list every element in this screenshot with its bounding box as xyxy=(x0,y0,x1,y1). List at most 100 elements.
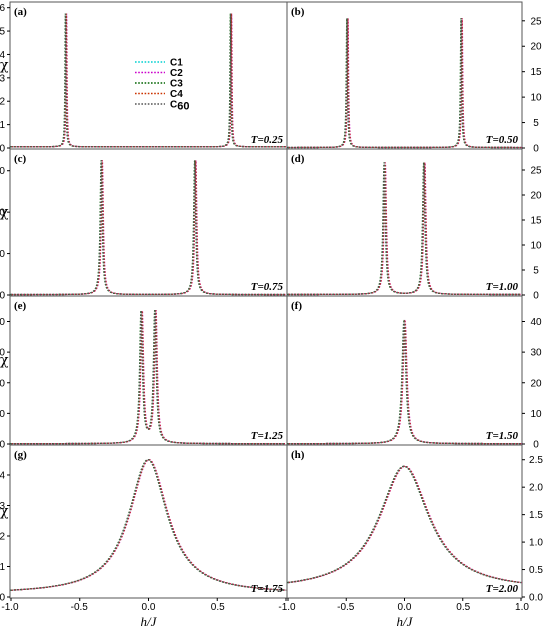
y-tick-label: 5 xyxy=(0,27,5,38)
series-line-c3 xyxy=(287,465,521,584)
legend-label: C3 xyxy=(170,79,183,90)
series-line-c2 xyxy=(288,465,522,584)
y-tick-label: 30 xyxy=(0,348,5,359)
series-line-c3 xyxy=(10,459,286,591)
y-tick-label: 10 xyxy=(530,93,542,104)
legend-label: C1 xyxy=(170,58,183,69)
temperature-label: T=1.25 xyxy=(251,430,284,442)
y-tick-label: 4 xyxy=(0,470,5,481)
y-tick-label: 20 xyxy=(530,191,542,202)
series-line-c3 xyxy=(287,319,521,445)
series-line-c1 xyxy=(10,459,287,591)
y-tick-label: 25 xyxy=(530,16,542,27)
panel-label: (b) xyxy=(291,6,305,18)
series-line-c60 xyxy=(287,319,521,445)
y-tick-label: 2.0 xyxy=(529,483,543,494)
temperature-label: T=1.50 xyxy=(486,430,519,442)
panel-label: (d) xyxy=(291,153,305,165)
temperature-label: T=1.75 xyxy=(251,583,284,595)
y-tick-label: 0 xyxy=(533,440,539,451)
temperature-label: T=0.50 xyxy=(486,134,519,146)
y-tick-label: 5 xyxy=(533,118,539,129)
y-tick-label: 1 xyxy=(0,120,5,131)
x-tick-label: 0.5 xyxy=(456,602,470,613)
y-tick-label: 0 xyxy=(0,144,5,155)
y-tick-label: 10 xyxy=(530,409,542,420)
y-tick-label: 20 xyxy=(530,42,542,53)
series-line-c4 xyxy=(11,13,287,148)
y-tick-label: 30 xyxy=(0,166,5,177)
y-tick-label: 10 xyxy=(530,241,542,252)
series-line-c60 xyxy=(10,13,286,148)
series-line-c4 xyxy=(288,465,522,584)
y-tick-label: 6 xyxy=(0,3,5,14)
y-tick-label: 2 xyxy=(0,531,5,542)
panel-a: 0 1 2 3 4 5 6 (a) T=0.25 xyxy=(0,1,288,155)
panel-e: 0 10 20 30 40 (e) T=1.25 xyxy=(0,295,288,451)
series-line-c3 xyxy=(10,160,286,296)
series-line-c1 xyxy=(288,162,521,296)
series-line-c3 xyxy=(287,162,521,296)
y-tick-label: 10 xyxy=(0,249,5,260)
panel-label: (c) xyxy=(14,153,27,165)
series-line-c60 xyxy=(10,160,286,296)
panel-frame xyxy=(9,148,288,297)
y-tick-label: 1.5 xyxy=(529,510,543,521)
series-line-c1 xyxy=(11,160,286,296)
panel-frame xyxy=(9,444,288,599)
series-line-c2 xyxy=(11,459,287,591)
y-tick-label: 40 xyxy=(0,317,5,328)
x-tick-label: 1.0 xyxy=(515,602,529,613)
y-tick-label: 0 xyxy=(533,144,539,155)
x-tick-label: 0.0 xyxy=(142,602,156,613)
y-tick-label: 0.5 xyxy=(529,565,543,576)
panel-label: (e) xyxy=(14,300,27,312)
panel-frame xyxy=(286,148,523,297)
y-axis-label: χ xyxy=(0,353,9,369)
x-axis-label: h/J xyxy=(141,614,158,629)
panel-label: (f) xyxy=(291,300,302,312)
panel-frame xyxy=(286,1,523,150)
series-line-c4 xyxy=(288,18,522,149)
y-tick-label: 0 xyxy=(0,440,5,451)
panel-frame xyxy=(9,295,288,446)
y-tick-label: 30 xyxy=(530,348,542,359)
series-line-c60 xyxy=(287,18,521,149)
series-line-c2 xyxy=(11,13,287,148)
series-line-c60 xyxy=(287,465,521,584)
temperature-label: T=0.25 xyxy=(251,134,284,146)
series-line-c4 xyxy=(11,160,287,296)
panel-h: 0.0 0.5 1.0 1.5 2.0 2.5 (h) T=2.00 xyxy=(286,444,543,604)
y-tick-label: 1.0 xyxy=(529,538,543,549)
x-tick-label: -0.5 xyxy=(337,602,355,613)
x-tick-label: 0.5 xyxy=(211,602,225,613)
y-tick-label: 0.0 xyxy=(529,593,543,604)
panel-label: (a) xyxy=(14,6,27,18)
y-tick-label: 3 xyxy=(0,73,5,84)
x-tick-label: 0.0 xyxy=(398,602,412,613)
series-line-c4 xyxy=(11,459,287,591)
series-line-c4 xyxy=(288,162,522,296)
panel-g: 0 1 2 3 4 (g) T=1.75 xyxy=(0,444,288,604)
x-axis-label: h/J xyxy=(397,614,414,629)
series-line-c2 xyxy=(11,310,287,445)
panel-frame xyxy=(9,1,288,150)
y-tick-label: 20 xyxy=(0,208,5,219)
panel-b: 0 5 10 15 20 25 (b) T=0.50 xyxy=(286,1,542,155)
series-line-c1 xyxy=(11,13,286,148)
legend-label: C60 xyxy=(170,100,189,113)
series-line-c60 xyxy=(10,459,286,591)
panel-c: 0 10 20 30 (c) T=0.75 xyxy=(0,148,288,302)
temperature-label: T=2.00 xyxy=(486,583,519,595)
y-tick-label: 10 xyxy=(0,409,5,420)
series-line-c3 xyxy=(10,310,286,445)
panel-d: 0 5 10 15 20 25 (d) T=1.00 xyxy=(286,148,542,302)
y-tick-label: 2.5 xyxy=(529,455,543,466)
y-axis-label: χ xyxy=(0,504,9,520)
series-line-c2 xyxy=(288,162,522,296)
panel-label: (g) xyxy=(14,449,27,461)
y-axis-label: χ xyxy=(0,58,9,74)
series-line-c60 xyxy=(287,162,521,296)
